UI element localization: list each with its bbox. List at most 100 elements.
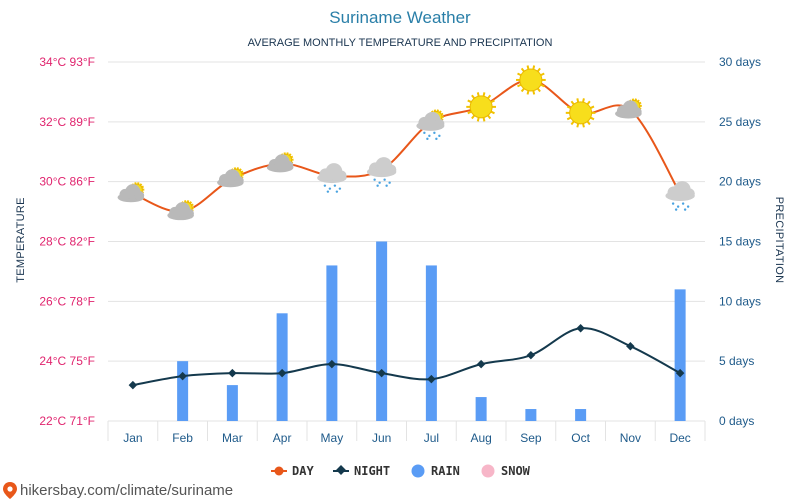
precipitation-tick-label: 20 days	[719, 175, 761, 189]
rain-bar	[177, 361, 189, 421]
sun-disc	[519, 68, 543, 92]
rain-drop	[428, 134, 431, 138]
rain-drop	[676, 205, 680, 208]
night-temperature-point	[178, 371, 187, 381]
temperature-tick-label: 22°C 71°F	[39, 414, 95, 428]
rain-bar	[226, 385, 238, 421]
legend-day-marker	[274, 466, 284, 476]
legend-night-marker	[336, 465, 346, 475]
cloud-puff	[434, 118, 445, 129]
month-tick-label: Oct	[571, 431, 590, 445]
rain-drop	[683, 208, 687, 211]
cloud-puff	[385, 164, 397, 175]
month-axis-ticks: Jan Feb Mar Apr May Jun Jul Aug Sep Oct Nov Dec	[123, 431, 691, 445]
legend-snow-label: SNOW	[501, 464, 531, 478]
rain-bars	[177, 241, 686, 421]
source-text: hikersbay.com/climate/suriname	[20, 482, 233, 499]
month-tick-label: Sep	[520, 431, 542, 445]
precipitation-tick-label: 15 days	[719, 235, 761, 249]
chart-subtitle: AVERAGE MONTHLY TEMPERATURE AND PRECIPIT…	[248, 37, 553, 49]
month-tick-label: Jan	[123, 431, 142, 445]
right-axis-label: PRECIPITATION	[773, 197, 785, 284]
legend-day[interactable]: DAY	[271, 464, 314, 478]
sun-icon	[516, 65, 546, 95]
rain-drop	[383, 178, 386, 181]
rain-bar	[674, 289, 686, 421]
sun-icon	[565, 98, 596, 128]
temperature-tick-label: 28°C 82°F	[39, 235, 95, 249]
legend-rain-marker	[411, 464, 425, 478]
rain-bar	[525, 409, 537, 421]
month-tick-label: Nov	[620, 431, 641, 445]
rain-drop	[674, 208, 678, 211]
night-temperature-point	[277, 368, 287, 378]
rain-bar	[376, 241, 388, 421]
legend-day-label: DAY	[292, 464, 314, 478]
rain-cloud-icon	[317, 163, 347, 193]
rain-drop	[323, 184, 327, 187]
rain-drop	[335, 190, 339, 193]
month-tick-label: Jun	[372, 431, 391, 445]
rain-drop	[433, 131, 436, 135]
night-temperature-point	[228, 368, 237, 378]
rain-drop	[388, 181, 391, 184]
temperature-tick-label: 30°C 86°F	[39, 175, 95, 189]
legend-night-label: NIGHT	[354, 464, 390, 478]
rain-bar	[475, 397, 487, 421]
night-temperature-point	[675, 368, 685, 378]
sun-disc	[569, 101, 593, 125]
month-tick-label: May	[321, 431, 344, 445]
rain-drop	[378, 181, 381, 184]
chart-title: Suriname Weather	[329, 8, 471, 27]
cloud-puff	[684, 188, 695, 199]
temperature-axis-ticks: 34°C 93°F 32°C 89°F 30°C 86°F 28°C 82°F 26°C…	[39, 55, 95, 428]
precipitation-axis-ticks: 30 days 25 days 20 days 15 days 10 days 5 day…	[719, 55, 761, 428]
legend-rain-label: RAIN	[431, 464, 460, 478]
night-temperature-point	[476, 359, 486, 369]
legend-rain[interactable]: RAIN	[411, 464, 460, 478]
partly-cloudy-icon	[167, 200, 195, 221]
legend-snow[interactable]: SNOW	[481, 464, 531, 478]
rain-drop	[373, 178, 376, 181]
night-temperature-point	[427, 374, 436, 384]
night-temperature-point	[576, 324, 585, 333]
rain-cloud-icon	[665, 181, 695, 211]
month-tick-label: Feb	[172, 431, 193, 445]
temperature-tick-label: 26°C 78°F	[39, 294, 95, 308]
night-temperature-point	[526, 350, 536, 360]
rain-bar	[575, 409, 587, 421]
legend: DAY NIGHT RAIN SNOW	[271, 464, 531, 478]
precipitation-tick-label: 30 days	[719, 55, 761, 69]
rain-bar	[425, 265, 437, 421]
rain-drop	[328, 187, 332, 190]
rain-bar	[326, 265, 338, 421]
weather-icons	[117, 65, 695, 221]
month-tick-label: Mar	[222, 431, 243, 445]
cloud-puff	[336, 170, 347, 181]
night-temperature-point	[626, 341, 635, 351]
cloud-puff	[134, 190, 145, 201]
rain-drop	[681, 202, 685, 205]
rain-drop	[376, 184, 379, 187]
partly-cloudy-icon	[217, 167, 244, 188]
rain-drop	[385, 184, 388, 187]
cloud-puff	[184, 208, 194, 219]
rain-drop	[338, 187, 342, 190]
rain-drop	[686, 205, 690, 208]
precipitation-tick-label: 25 days	[719, 115, 761, 129]
night-temperature-line	[132, 327, 681, 387]
temperature-tick-label: 32°C 89°F	[39, 115, 95, 129]
location-pin-icon	[3, 482, 17, 499]
legend-night[interactable]: NIGHT	[333, 464, 390, 478]
precipitation-tick-label: 0 days	[719, 414, 754, 428]
rain-bar	[276, 313, 288, 421]
month-tick-label: Dec	[669, 431, 690, 445]
night-temperature-point	[128, 380, 138, 390]
partly-cloudy-icon	[117, 182, 145, 203]
temperature-lines	[128, 78, 685, 390]
rain-drop	[426, 137, 429, 141]
night-temperature-point	[327, 359, 337, 369]
rain-drop	[326, 190, 330, 193]
source-link[interactable]: hikersbay.com/climate/suriname	[3, 482, 233, 499]
precipitation-tick-label: 5 days	[719, 354, 754, 368]
